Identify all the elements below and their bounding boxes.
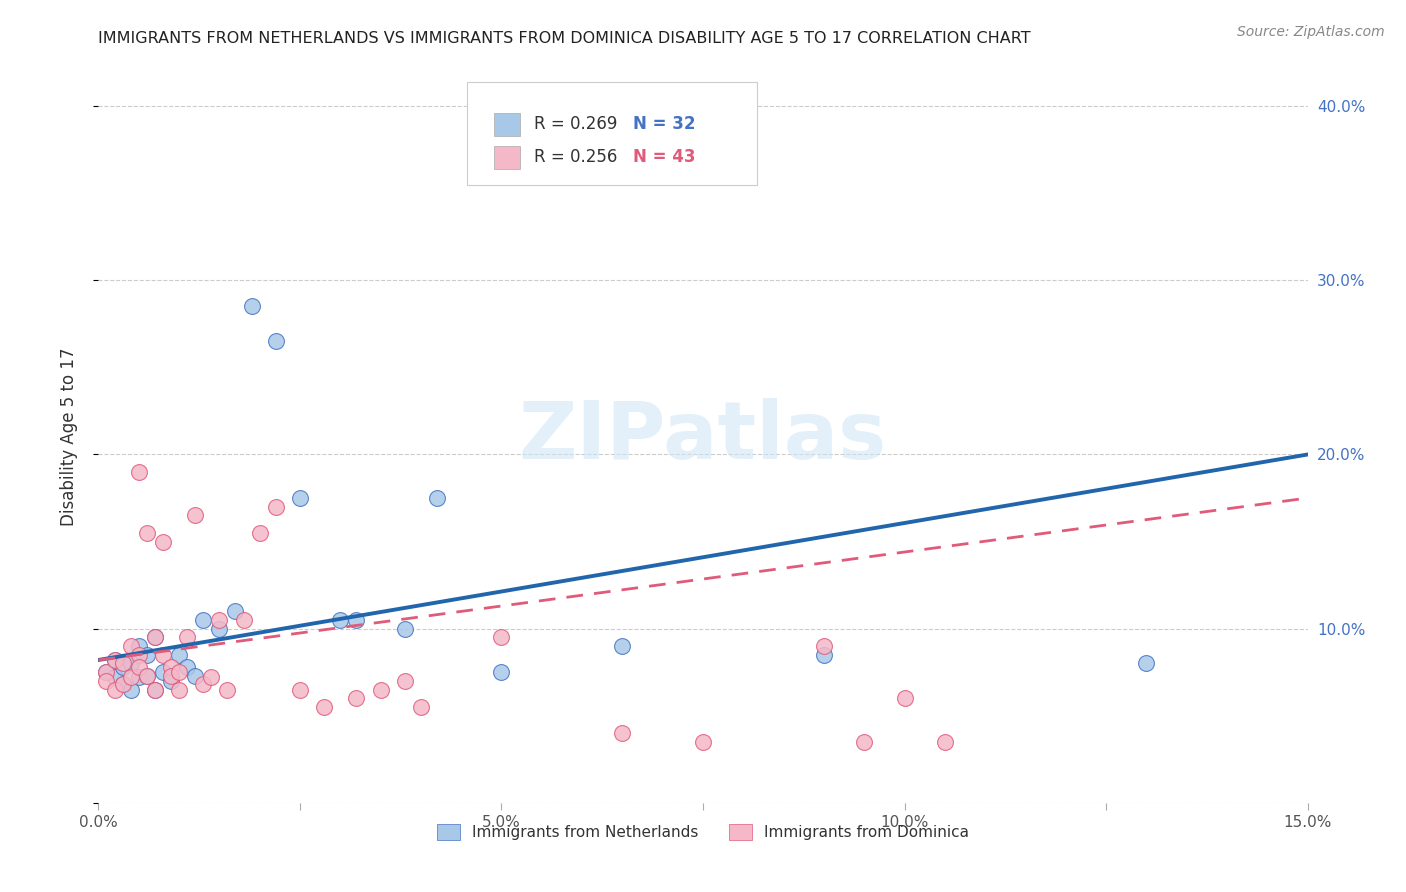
Point (200, 670, 222, 684)
Point (217, 682, 239, 697)
Point (120, 670, 142, 684)
Point (120, 682, 142, 697)
Point (152, 648, 174, 662)
Point (426, 491, 449, 505)
Point (176, 631, 198, 645)
Point (152, 534, 174, 549)
Point (344, 613, 367, 627)
Point (394, 622, 416, 636)
Point (135, 648, 157, 662)
Point (96, 665, 118, 680)
Legend: Immigrants from Netherlands, Immigrants from Dominica: Immigrants from Netherlands, Immigrants … (430, 818, 976, 847)
Point (111, 660, 134, 674)
Text: N = 43: N = 43 (633, 148, 696, 166)
FancyBboxPatch shape (494, 146, 520, 169)
Point (934, 735, 956, 749)
Point (853, 735, 876, 749)
Point (409, 700, 432, 714)
Point (240, 300, 263, 314)
Point (264, 500, 287, 514)
Point (1135, 657, 1157, 671)
Point (264, 334, 287, 349)
Point (193, 677, 215, 691)
Point (344, 691, 367, 706)
FancyBboxPatch shape (467, 82, 758, 185)
Point (692, 735, 714, 749)
Point (135, 668, 157, 682)
Point (111, 677, 134, 691)
Point (193, 613, 215, 627)
Point (813, 648, 835, 662)
Point (120, 657, 142, 671)
Point (143, 631, 166, 645)
Text: R = 0.269: R = 0.269 (534, 115, 633, 133)
Point (176, 660, 198, 674)
Point (96, 665, 118, 680)
Text: IMMIGRANTS FROM NETHERLANDS VS IMMIGRANTS FROM DOMINICA DISABILITY AGE 5 TO 17 C: IMMIGRANTS FROM NETHERLANDS VS IMMIGRANT… (98, 31, 1031, 46)
Point (893, 691, 915, 706)
Point (143, 682, 166, 697)
Point (208, 613, 231, 627)
Point (394, 673, 416, 688)
Text: R = 0.256: R = 0.256 (534, 148, 633, 166)
Point (249, 525, 271, 540)
Point (612, 726, 634, 740)
Point (370, 682, 392, 697)
Point (224, 604, 246, 618)
Y-axis label: Disability Age 5 to 17: Disability Age 5 to 17 (59, 348, 77, 526)
Point (103, 670, 125, 684)
Text: ZIPatlas: ZIPatlas (519, 398, 887, 476)
Point (135, 525, 157, 540)
Point (96, 673, 118, 688)
Point (103, 682, 125, 697)
Point (491, 631, 513, 645)
Point (120, 639, 142, 653)
Point (160, 660, 183, 674)
Point (813, 639, 835, 653)
Point (152, 665, 174, 680)
Point (208, 622, 231, 636)
Point (143, 631, 166, 645)
Point (135, 668, 157, 682)
Point (143, 682, 166, 697)
Point (160, 673, 183, 688)
Point (128, 660, 150, 674)
Point (167, 682, 190, 697)
Text: N = 32: N = 32 (633, 115, 696, 133)
Point (160, 668, 183, 682)
Point (111, 657, 134, 671)
Point (128, 670, 150, 684)
Point (288, 682, 311, 697)
Point (103, 653, 125, 667)
Point (491, 665, 513, 680)
FancyBboxPatch shape (494, 113, 520, 136)
Point (329, 613, 352, 627)
Point (128, 465, 150, 479)
Point (612, 639, 634, 653)
Point (167, 665, 190, 680)
Point (103, 653, 125, 667)
Point (232, 613, 254, 627)
Point (184, 668, 207, 682)
Point (184, 508, 207, 523)
Point (167, 648, 190, 662)
Point (288, 491, 311, 505)
Text: Source: ZipAtlas.com: Source: ZipAtlas.com (1237, 25, 1385, 39)
Point (128, 639, 150, 653)
Point (314, 700, 336, 714)
Point (128, 648, 150, 662)
Point (111, 677, 134, 691)
